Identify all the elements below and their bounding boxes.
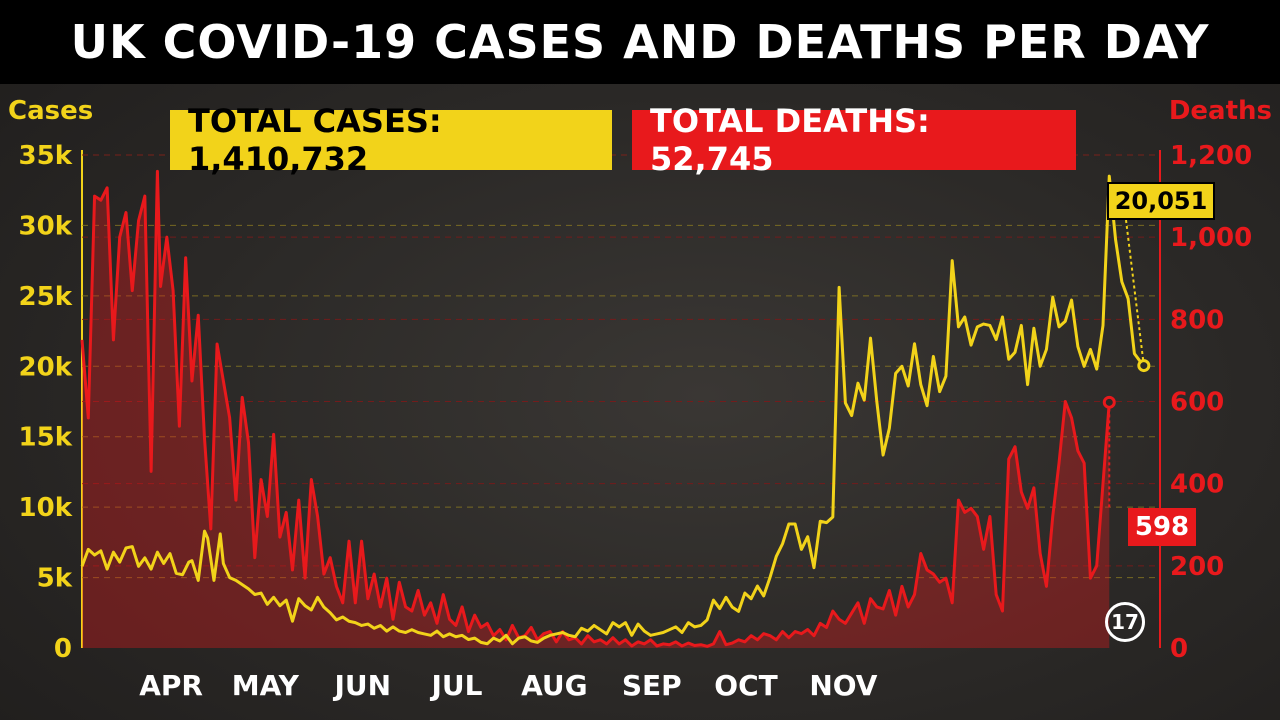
left-tick-label: 20k: [19, 352, 73, 382]
right-tick-label: 1,200: [1170, 141, 1252, 171]
month-label: SEP: [622, 669, 682, 702]
deaths-end-marker: [1102, 395, 1116, 409]
right-tick-label: 400: [1170, 470, 1224, 500]
month-label: AUG: [521, 669, 588, 702]
cases-end-marker: [1137, 359, 1151, 373]
right-tick-label: 1,000: [1170, 223, 1252, 253]
month-label: JUN: [332, 669, 391, 702]
latest-day-badge: 17: [1105, 602, 1145, 642]
month-label: APR: [139, 669, 203, 702]
right-tick-label: 200: [1170, 552, 1224, 582]
deaths-line: [80, 169, 1111, 648]
month-label: MAY: [232, 669, 300, 702]
cases-line: [80, 174, 1145, 646]
total-deaths-box: TOTAL DEATHS: 52,745: [632, 102, 1076, 178]
total-cases-box: TOTAL CASES: 1,410,732: [170, 102, 612, 178]
right-tick-label: 600: [1170, 388, 1224, 418]
right-tick-label: 0: [1170, 634, 1188, 664]
left-axis-title: Cases: [8, 96, 94, 126]
left-tick-label: 35k: [19, 141, 73, 171]
left-tick-label: 30k: [19, 211, 73, 241]
left-tick-label: 15k: [19, 423, 73, 453]
right-axis-title: Deaths: [1168, 96, 1272, 126]
left-tick-label: 5k: [37, 564, 73, 594]
cases-callout-leader: [1125, 219, 1145, 366]
left-tick-label: 10k: [19, 493, 73, 523]
month-label: NOV: [809, 669, 877, 702]
latest-deaths-callout: 598: [1128, 508, 1196, 546]
month-label: OCT: [714, 669, 777, 702]
month-label: JUL: [429, 669, 482, 702]
right-tick-label: 800: [1170, 305, 1224, 335]
deaths-area: [82, 171, 1110, 648]
chart-title: UK COVID-19 CASES AND DEATHS PER DAY: [0, 0, 1280, 84]
latest-cases-callout: 20,051: [1107, 182, 1215, 220]
left-tick-label: 0: [54, 634, 72, 664]
left-tick-label: 25k: [19, 282, 73, 312]
